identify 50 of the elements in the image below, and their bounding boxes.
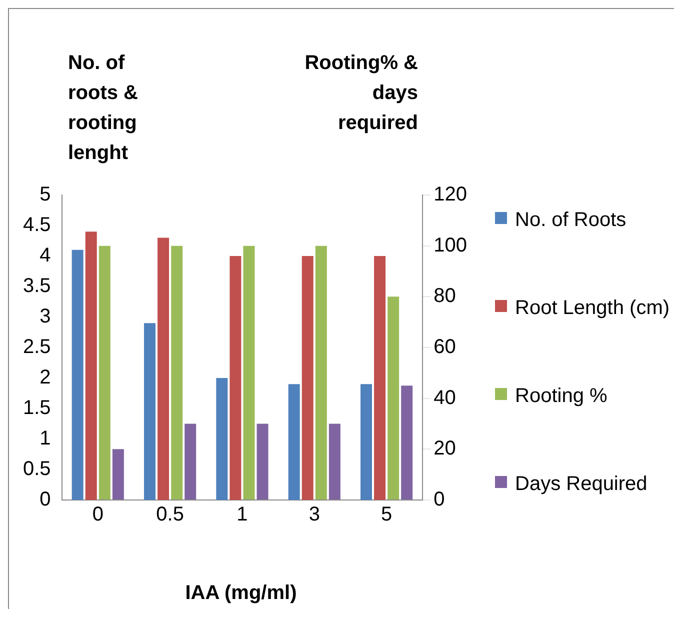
y2-tick-label: 20 xyxy=(434,438,456,460)
x-tick-label: 5 xyxy=(380,504,392,526)
bar xyxy=(328,424,340,500)
x-axis-title: IAA (mg/ml) xyxy=(184,581,298,606)
x-tick-label: 0.5 xyxy=(156,504,184,526)
y-tick-label: 2.5 xyxy=(22,336,51,358)
y2-tick-label: 100 xyxy=(434,234,468,256)
bar xyxy=(374,256,386,500)
bar xyxy=(171,246,183,500)
bar xyxy=(216,378,228,500)
x-tick-label: 0 xyxy=(92,504,104,526)
y2-tick-label: 0 xyxy=(434,488,445,511)
bar xyxy=(288,384,300,500)
y-tick-label: 4 xyxy=(40,244,51,267)
bar xyxy=(98,246,110,500)
y-tick-label: 0.5 xyxy=(22,458,51,480)
y-tick-label: 3 xyxy=(40,306,51,328)
bar xyxy=(302,256,314,500)
y-tick-label: 3.5 xyxy=(22,275,51,298)
bar xyxy=(401,386,413,500)
bar xyxy=(72,250,84,500)
x-tick-label: 3 xyxy=(308,504,320,526)
bar xyxy=(184,424,196,500)
y2-tick-label: 60 xyxy=(434,336,456,358)
legend-label: Root Length (cm) xyxy=(514,296,671,321)
y2-axis-title: Rooting% & days required xyxy=(304,51,418,136)
y-axis-title: No. of roots & rooting lenght xyxy=(68,51,139,166)
y-tick-label: 2 xyxy=(40,366,51,389)
y2-tick-label: 120 xyxy=(434,184,468,206)
y2-tick-label: 40 xyxy=(434,386,456,409)
bar xyxy=(112,449,124,500)
y-tick-label: 1.5 xyxy=(22,397,51,420)
bar xyxy=(388,296,400,500)
bar xyxy=(315,246,327,500)
bar xyxy=(158,238,170,500)
bar xyxy=(230,256,242,500)
bar xyxy=(360,384,372,500)
bar xyxy=(243,246,255,500)
bar xyxy=(85,232,97,500)
legend-label: No. of Roots xyxy=(514,208,628,233)
y2-tick-label: 80 xyxy=(434,285,456,308)
y-tick-label: 1 xyxy=(40,428,51,450)
y-tick-label: 4.5 xyxy=(22,214,51,236)
y-tick-label: 0 xyxy=(40,488,51,511)
bar xyxy=(256,424,268,500)
y-tick-label: 5 xyxy=(40,184,51,206)
bar xyxy=(144,323,156,500)
x-tick-label: 1 xyxy=(236,504,248,526)
legend-label: Rooting % xyxy=(514,384,608,409)
legend-label: Days Required xyxy=(514,472,648,497)
